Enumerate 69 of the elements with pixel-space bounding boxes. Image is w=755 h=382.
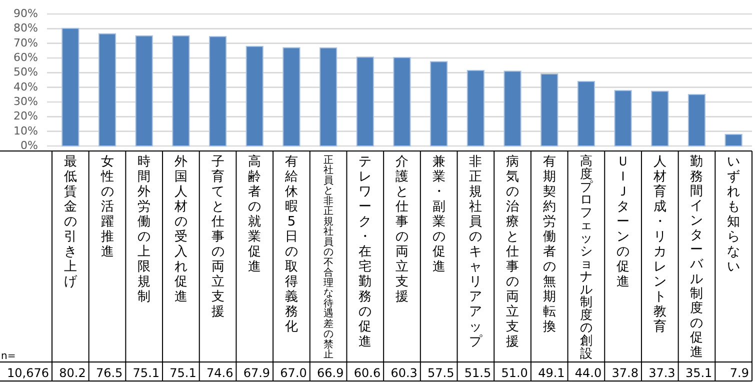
bar: [651, 90, 669, 146]
y-tick-label: 50%: [14, 66, 38, 79]
category-label: 介護と仕事の両立支援: [396, 154, 408, 305]
data-label: 7.9: [730, 366, 749, 380]
text: 10,676: [7, 366, 49, 380]
category-label: 病気の治療と仕事の両立支援: [506, 154, 520, 350]
category-label: 非正規社員のキャリアアップ: [469, 154, 482, 350]
x-tick-label: 高齢者の就業促進: [248, 154, 262, 275]
data-label: 60.6: [354, 366, 381, 380]
data-label: 66.9: [317, 366, 344, 380]
y-tick-label: 30%: [14, 95, 38, 108]
bar: [504, 70, 522, 146]
data-label: 37.3: [648, 366, 676, 380]
y-tick-label: 60%: [14, 51, 38, 64]
bar: [172, 35, 190, 146]
data-label: 57.5: [428, 366, 454, 380]
bar: [135, 35, 153, 146]
data-label: 44.0: [574, 366, 602, 380]
data-label: 67.0: [280, 366, 307, 380]
bar: [282, 47, 300, 146]
data-label: 35.1: [685, 366, 712, 380]
bar: [98, 33, 116, 146]
y-tick-label: 0%: [20, 139, 38, 152]
data-label: 51.5: [464, 366, 492, 380]
category-label: 人材育成・リカレント教育: [653, 154, 666, 335]
data-label: 80.2: [59, 366, 86, 380]
data-label: 49.1: [538, 366, 565, 380]
bar: [393, 57, 411, 146]
y-tick-label: 20%: [14, 110, 38, 123]
category-label: 時間外労働の上限規制: [138, 154, 151, 305]
data-label: 76.5: [96, 366, 123, 380]
category-label: 子育てと仕事の両立支援: [211, 154, 224, 320]
category-label: 外国人材の受入れ促進: [174, 154, 188, 305]
data-label: 74.6: [206, 366, 234, 380]
bar: [466, 70, 484, 146]
data-label: 37.8: [612, 366, 638, 380]
category-label: 正社員と非正規社員の不合理な待遇差の禁止: [323, 154, 334, 361]
category-label: テレワーク・在宅勤務の促進: [358, 154, 372, 350]
bar: [320, 47, 338, 146]
x-tick-label: 女性の活躍推進: [100, 154, 114, 260]
bar: [430, 61, 448, 146]
data-label: 67.9: [243, 366, 270, 380]
y-tick-label: 90%: [14, 7, 38, 20]
data-label: 75.1: [132, 366, 160, 380]
text: n=: [1, 351, 16, 362]
y-tick-label: 10%: [14, 124, 38, 138]
y-tick-label: 80%: [14, 22, 38, 35]
bar: [246, 46, 264, 146]
bar: [209, 36, 227, 146]
bar: [614, 90, 632, 146]
bar: [688, 94, 706, 146]
bar: [540, 73, 558, 146]
bar: [356, 56, 374, 146]
category-label: 有給休暇5日の取得義務化: [284, 154, 298, 335]
data-label: 60.3: [390, 366, 418, 380]
bar: [724, 134, 742, 146]
category-label: ＵＩＪターンの促進: [616, 154, 630, 290]
data-label: 75.1: [170, 366, 196, 380]
x-tick-label: 兼業・副業の促進: [432, 154, 446, 275]
category-label: 有期契約労働者の無期転換: [542, 154, 556, 335]
x-tick-label: いずれも知らない: [727, 154, 740, 275]
category-label: 最低賃金の引き上げ: [64, 154, 77, 290]
data-label: 51.0: [501, 366, 528, 380]
y-tick-label: 70%: [14, 36, 38, 50]
y-tick-label: 40%: [14, 80, 38, 94]
category-label: 勤務間インターバル制度の促進: [690, 154, 704, 360]
category-label: 高度プロフェッショナル制度の創設: [580, 153, 592, 360]
bar: [62, 28, 80, 146]
bar: [577, 80, 595, 146]
